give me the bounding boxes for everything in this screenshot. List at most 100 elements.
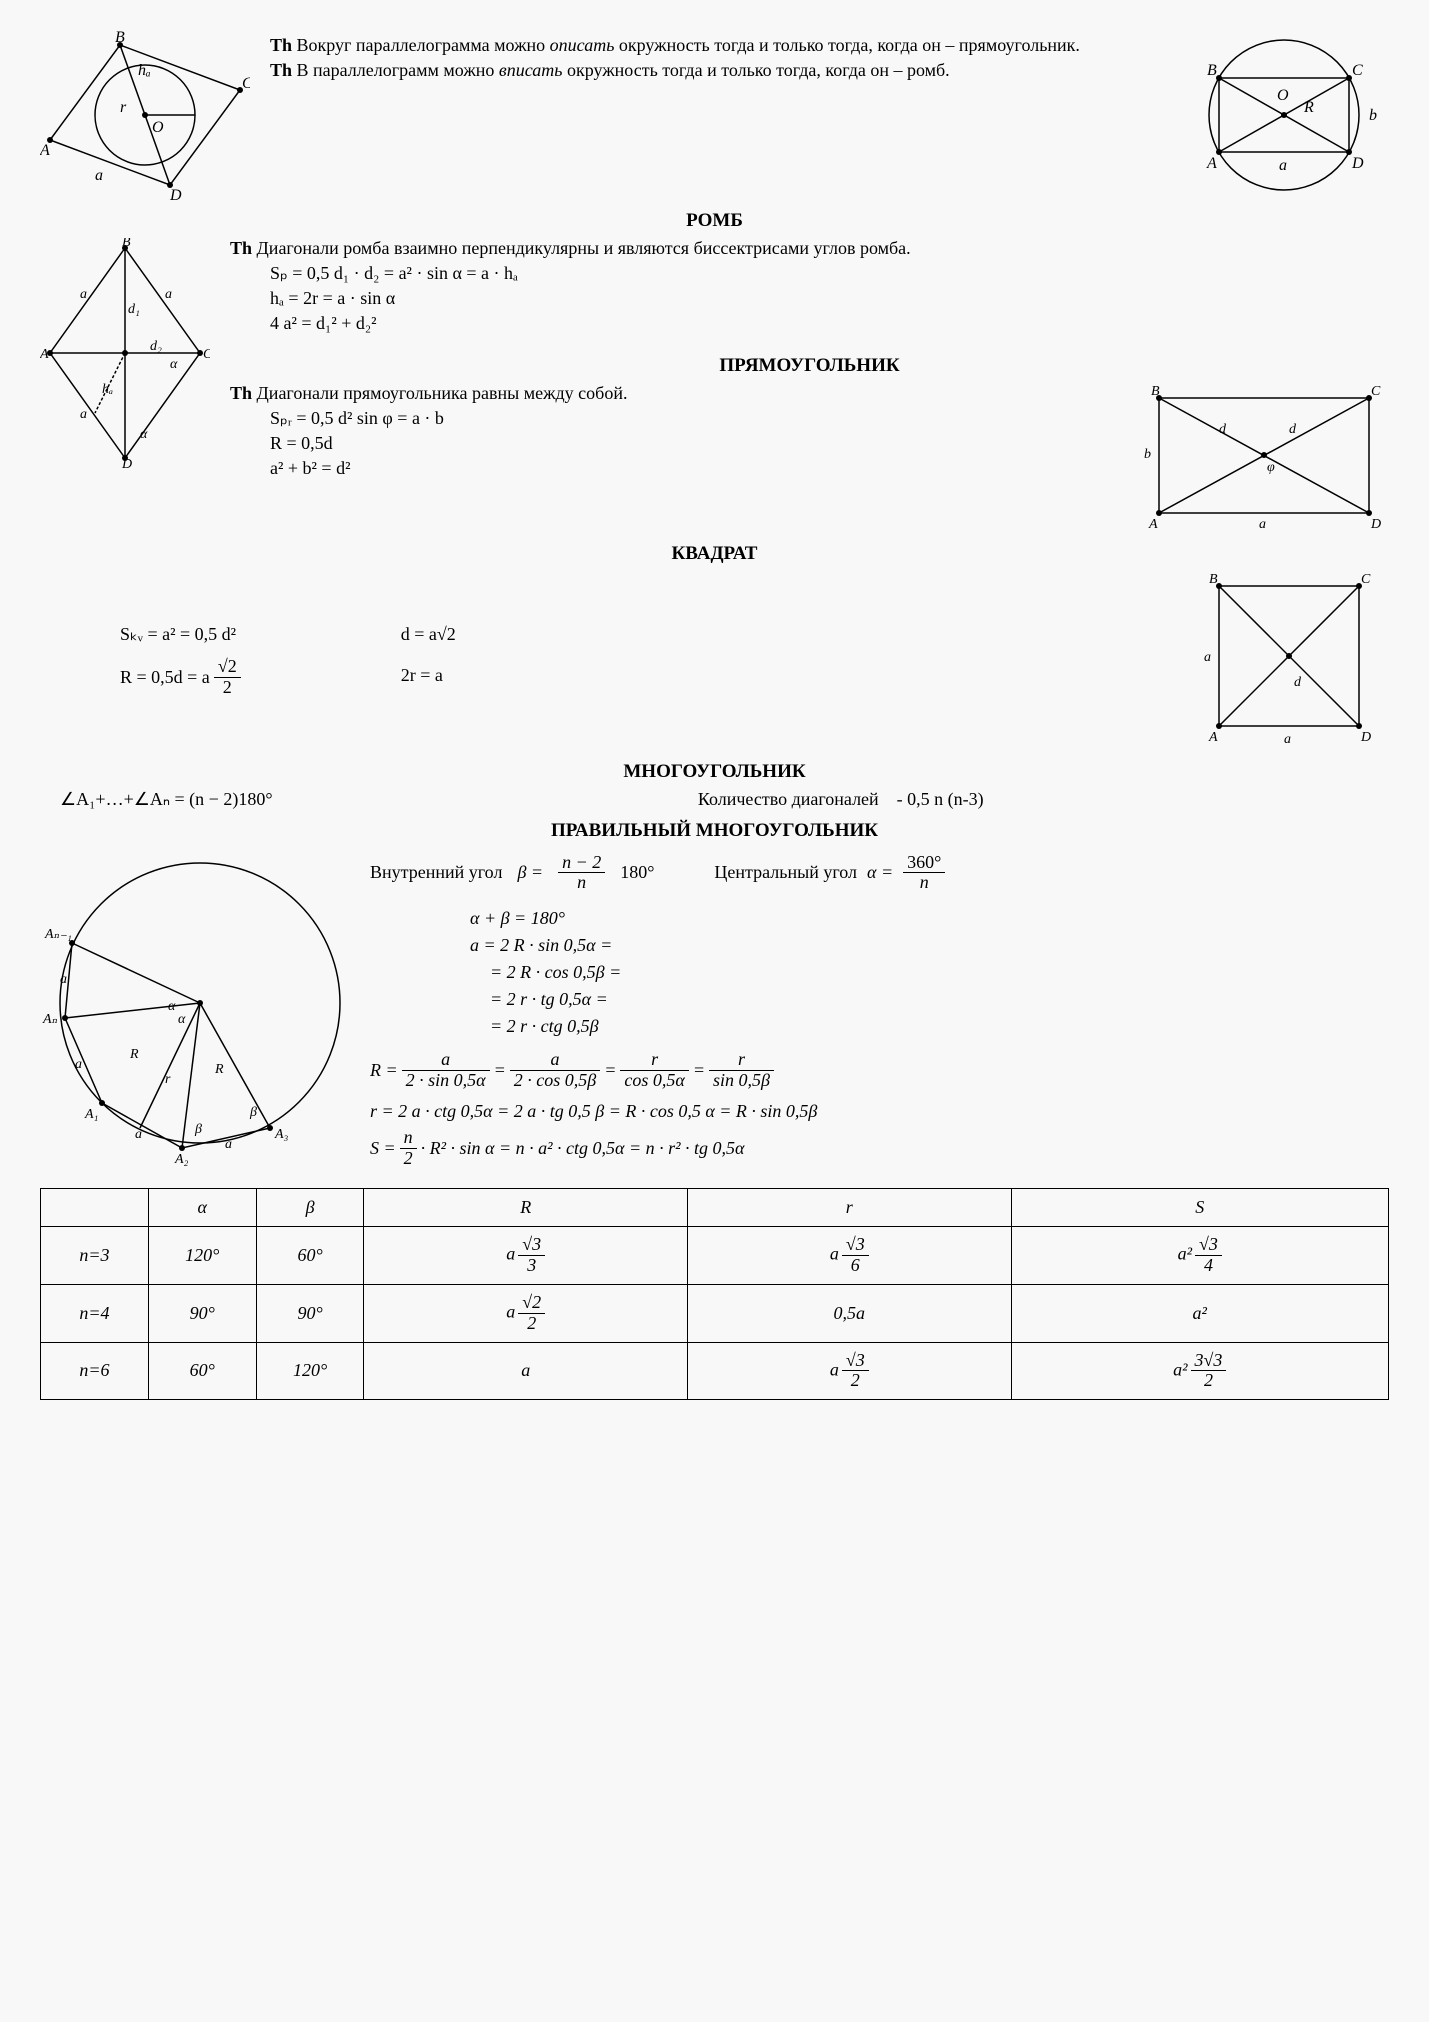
svg-text:B: B [115,30,125,46]
svg-text:d: d [1219,422,1227,437]
table-cell: a√36 [688,1227,1012,1285]
romb-section: ABCD aaa d₁d₂hₐ αα Th Диагонали ромба вз… [40,238,1389,533]
rect-f2: R = 0,5d [270,431,1119,456]
reg-central-label: Центральный угол [714,862,857,883]
square-section: Sₖᵥ = a² = 0,5 d² R = 0,5d = a √22 d = a… [40,571,1389,751]
reg-Req: R = [370,1060,398,1081]
svg-text:D: D [169,187,182,200]
svg-text:a: a [75,1057,82,1072]
svg-text:hₐ: hₐ [138,62,151,79]
romb-f2: hₐ = 2r = a · sin α [270,286,1389,311]
svg-text:A: A [1208,730,1218,745]
svg-text:a: a [60,972,67,987]
table-header [41,1189,149,1227]
table-cell: a² [1011,1284,1388,1342]
reg-a1: a = 2 R · sin 0,5α = [470,932,1389,959]
rectangle-circumscribed-diagram: BCAD ORba [1179,30,1389,200]
square-f4: 2r = a [401,665,456,686]
svg-text:a: a [95,167,103,184]
svg-text:r: r [120,99,127,116]
square-f2l: R = 0,5d = a [120,667,210,688]
svg-text:α: α [170,357,178,372]
svg-text:β: β [249,1105,257,1120]
th1-t2: окружность тогда и только тогда, когда о… [614,35,1080,55]
table-cell: 90° [256,1284,364,1342]
table-cell: a√32 [688,1342,1012,1400]
square-f1: Sₖᵥ = a² = 0,5 d² [120,624,241,645]
svg-text:α: α [168,999,176,1014]
svg-text:Aₙ₋₁: Aₙ₋₁ [44,927,72,942]
th1-em: описать [550,35,615,55]
svg-text:R: R [214,1062,224,1077]
table-row: n=660°120°aa√32a²3√32 [41,1342,1389,1400]
th1-prefix: Th [270,35,292,55]
square-f2d: 2 [214,678,241,698]
rect-formulas: Sₚᵣ = 0,5 d² sin φ = a · b R = 0,5d a² +… [270,406,1119,482]
reg-Rd4: sin 0,5β [709,1071,774,1091]
rect-th-text: Диагонали прямоугольника равны между соб… [257,383,628,403]
svg-text:A: A [1148,517,1158,532]
square-diagram: BCAD ada [1189,571,1389,751]
svg-text:B: B [122,238,131,250]
svg-text:D: D [1360,730,1371,745]
regular-title: ПРАВИЛЬНЫЙ МНОГОУГОЛЬНИК [40,820,1389,842]
romb-f1: Sₚ = 0,5 d₁ · d₂ = a² · sin α = a · hₐ [270,261,1389,286]
table-header: S [1011,1189,1388,1227]
svg-text:C: C [242,75,250,92]
reg-Rd3: cos 0,5α [620,1071,688,1091]
rect-f3: a² + b² = d² [270,456,1119,481]
reg-Srest: · R² · sin α = n · a² · ctg 0,5α = n · r… [421,1138,745,1159]
polygon-diag-formula: - 0,5 n (n-3) [897,789,984,809]
svg-text:a: a [80,407,87,422]
svg-text:r: r [165,1072,171,1087]
svg-text:a: a [1259,517,1266,532]
romb-th-text: Диагонали ромба взаимно перпендикулярны … [257,238,911,258]
table-cell: a [364,1342,688,1400]
rect-f1: Sₚᵣ = 0,5 d² sin φ = a · b [270,406,1119,431]
reg-central-den: n [903,873,945,893]
table-cell: 60° [256,1227,364,1285]
reg-inner-label: Внутренний угол [370,862,502,883]
svg-text:R: R [1303,99,1314,116]
th2-em: вписать [499,60,563,80]
svg-text:C: C [1352,62,1363,79]
rectangle-diagram: BCAD ddbaφ [1139,383,1389,533]
polygon-diag-label: Количество диагоналей [698,789,879,809]
rect-th-pre: Th [230,383,252,403]
svg-text:a: a [1204,650,1211,665]
reg-a4: = 2 r · ctg 0,5β [470,1013,1389,1040]
table-header: r [688,1189,1012,1227]
svg-text:D: D [121,457,132,468]
table-cell: 120° [148,1227,256,1285]
svg-text:C: C [203,347,210,362]
svg-text:A: A [40,142,50,159]
reg-Rn4: r [709,1050,774,1071]
reg-Rd2: 2 · cos 0,5β [510,1071,600,1091]
svg-text:O: O [152,119,164,136]
svg-text:d: d [1294,675,1302,690]
reg-central-alpha: α = [867,862,893,883]
table-header: α [148,1189,256,1227]
svg-text:B: B [1151,384,1160,399]
th2-t1: В параллелограмм можно [292,60,499,80]
romb-f3: 4 a² = d₁² + d₂² [270,311,1389,336]
svg-text:a: a [1279,157,1287,174]
svg-text:a: a [80,287,87,302]
table-cell: a√33 [364,1227,688,1285]
table-header: β [256,1189,364,1227]
reg-Sd: 2 [400,1149,417,1169]
svg-text:B: B [1209,572,1218,587]
svg-text:Aₙ: Aₙ [42,1012,58,1027]
svg-text:D: D [1351,155,1364,172]
reg-Rd1: 2 · sin 0,5α [402,1071,490,1091]
svg-text:b: b [1369,107,1377,124]
svg-text:a: a [1284,732,1291,747]
regular-section: Aₙ₋₁AₙA₁A₂A₃ aaaa RRr ααββ Внутренний уг… [40,848,1389,1169]
svg-text:d₁: d₁ [128,302,140,317]
th2-prefix: Th [270,60,292,80]
th2-t2: окружность тогда и только тогда, когда о… [562,60,949,80]
reg-Rn2: a [510,1050,600,1071]
reg-Rn1: a [402,1050,490,1071]
svg-text:α: α [178,1012,186,1027]
table-cell: n=4 [41,1284,149,1342]
